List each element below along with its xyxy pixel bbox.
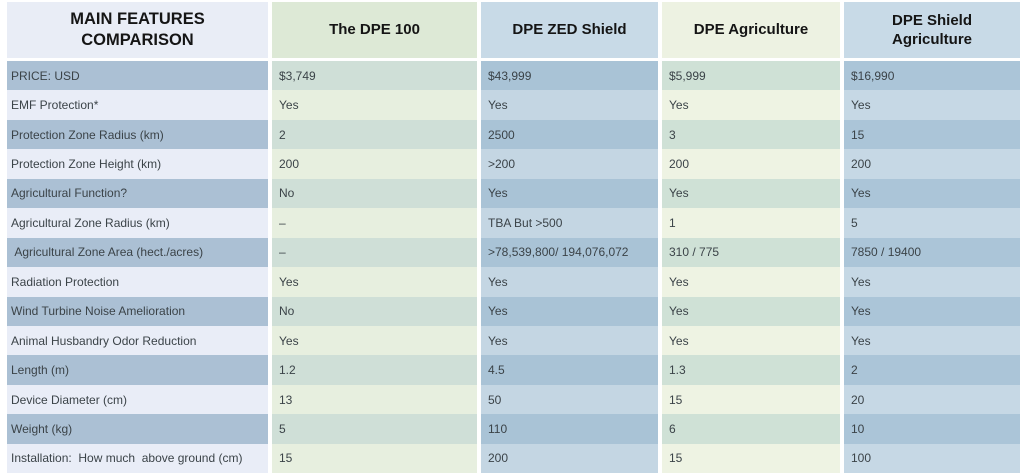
column-header-dpe-agriculture: DPE Agriculture (662, 2, 840, 58)
value-cell: 2 (844, 355, 1020, 385)
table-row: Weight (kg) 5 110 6 10 (7, 414, 1020, 444)
features-comparison-table: MAIN FEATURES COMPARISON The DPE 100 DPE… (7, 2, 1020, 474)
value-cell: Yes (662, 325, 840, 356)
value-cell: Yes (844, 267, 1020, 297)
value-cell: 3 (662, 119, 840, 150)
column-header-dpe-zed-shield: DPE ZED Shield (481, 2, 658, 58)
value-cell: Yes (481, 296, 658, 326)
value-cell: Yes (481, 325, 658, 356)
value-cell: 5 (844, 208, 1020, 238)
value-cell: Yes (481, 178, 658, 209)
feature-label: Installation: How much above ground (cm) (7, 443, 268, 474)
value-cell: 200 (844, 149, 1020, 179)
feature-label: Weight (kg) (7, 414, 268, 444)
value-cell: Yes (481, 267, 658, 297)
column-header-dpe-shield-agriculture: DPE Shield Agriculture (844, 2, 1020, 58)
table-row: PRICE: USD $3,749 $43,999 $5,999 $16,990 (7, 61, 1020, 91)
value-cell: 2500 (481, 119, 658, 150)
value-cell: Yes (844, 90, 1020, 120)
value-cell: $5,999 (662, 61, 840, 91)
table-row: Radiation Protection Yes Yes Yes Yes (7, 267, 1020, 297)
table-row: Wind Turbine Noise Amelioration No Yes Yes Y… (7, 296, 1020, 326)
table-row: Agricultural Zone Area (hect./acres) – >78… (7, 237, 1020, 268)
value-cell: Yes (481, 90, 658, 120)
value-cell: 6 (662, 414, 840, 444)
table-row: EMF Protection* Yes Yes Yes Yes (7, 90, 1020, 120)
table-body: PRICE: USD $3,749 $43,999 $5,999 $16,990 EMF … (7, 61, 1020, 474)
value-cell: 200 (662, 149, 840, 179)
feature-label: EMF Protection* (7, 90, 268, 120)
feature-label: Agricultural Zone Area (hect./acres) (7, 237, 268, 268)
value-cell: >200 (481, 149, 658, 179)
value-cell: 50 (481, 384, 658, 415)
value-cell: 110 (481, 414, 658, 444)
table-row: Device Diameter (cm) 13 50 15 20 (7, 384, 1020, 415)
feature-label: Protection Zone Radius (km) (7, 119, 268, 150)
value-cell: 7850 / 19400 (844, 237, 1020, 268)
column-header-dpe-100: The DPE 100 (272, 2, 477, 58)
value-cell: 4.5 (481, 355, 658, 385)
feature-label: Protection Zone Height (km) (7, 149, 268, 179)
value-cell: Yes (844, 178, 1020, 209)
value-cell: 100 (844, 443, 1020, 474)
dpe-shield-agriculture-header-label: DPE Shield Agriculture (891, 11, 973, 48)
feature-label: Agricultural Zone Radius (km) (7, 208, 268, 238)
table-row: Animal Husbandry Odor Reduction Yes Yes Yes… (7, 325, 1020, 356)
table-row: Agricultural Zone Radius (km) – TBA But >5… (7, 208, 1020, 238)
value-cell: Yes (662, 178, 840, 209)
table-row: Agricultural Function? No Yes Yes Yes (7, 178, 1020, 209)
value-cell: 200 (272, 149, 477, 179)
value-cell: 13 (272, 384, 477, 415)
value-cell: Yes (662, 267, 840, 297)
dpe-100-header-label: The DPE 100 (329, 21, 420, 39)
value-cell: 15 (844, 119, 1020, 150)
value-cell: 200 (481, 443, 658, 474)
value-cell: Yes (272, 90, 477, 120)
value-cell: $3,749 (272, 61, 477, 91)
feature-label: Agricultural Function? (7, 178, 268, 209)
value-cell: Yes (272, 325, 477, 356)
value-cell: 15 (272, 443, 477, 474)
value-cell: Yes (272, 267, 477, 297)
value-cell: 20 (844, 384, 1020, 415)
value-cell: – (272, 208, 477, 238)
value-cell: 10 (844, 414, 1020, 444)
value-cell: 5 (272, 414, 477, 444)
value-cell: 15 (662, 443, 840, 474)
value-cell: $16,990 (844, 61, 1020, 91)
value-cell: 310 / 775 (662, 237, 840, 268)
table-row: Installation: How much above ground (cm)… (7, 443, 1020, 474)
value-cell: No (272, 178, 477, 209)
feature-label: PRICE: USD (7, 61, 268, 91)
value-cell: TBA But >500 (481, 208, 658, 238)
table-row: Length (m) 1.2 4.5 1.3 2 (7, 355, 1020, 385)
feature-label: Radiation Protection (7, 267, 268, 297)
value-cell: Yes (844, 325, 1020, 356)
value-cell: 1.2 (272, 355, 477, 385)
value-cell: – (272, 237, 477, 268)
value-cell: 1 (662, 208, 840, 238)
table-row: Protection Zone Radius (km) 2 2500 3 15 (7, 119, 1020, 150)
column-header-features: MAIN FEATURES COMPARISON (7, 2, 268, 58)
value-cell: Yes (662, 296, 840, 326)
table-row: Protection Zone Height (km) 200 >200 200 200 (7, 149, 1020, 179)
value-cell: Yes (662, 90, 840, 120)
value-cell: Yes (844, 296, 1020, 326)
table-header-row: MAIN FEATURES COMPARISON The DPE 100 DPE… (7, 2, 1020, 58)
dpe-agriculture-header-label: DPE Agriculture (693, 21, 809, 39)
value-cell: $43,999 (481, 61, 658, 91)
feature-label: Wind Turbine Noise Amelioration (7, 296, 268, 326)
value-cell: 2 (272, 119, 477, 150)
value-cell: No (272, 296, 477, 326)
value-cell: 15 (662, 384, 840, 415)
value-cell: >78,539,800/ 194,076,072 (481, 237, 658, 268)
feature-label: Length (m) (7, 355, 268, 385)
dpe-zed-shield-header-label: DPE ZED Shield (512, 21, 627, 39)
feature-label: Device Diameter (cm) (7, 384, 268, 415)
feature-label: Animal Husbandry Odor Reduction (7, 325, 268, 356)
features-header-label: MAIN FEATURES COMPARISON (70, 9, 205, 49)
value-cell: 1.3 (662, 355, 840, 385)
